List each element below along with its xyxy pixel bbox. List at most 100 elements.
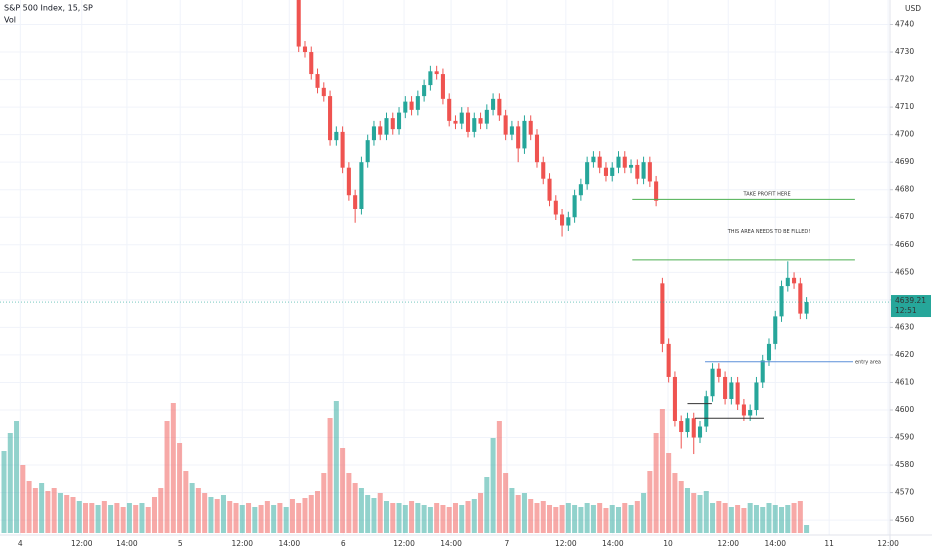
volume-bar xyxy=(647,471,653,533)
y-tick-label: 4720 xyxy=(895,75,914,84)
candle-body xyxy=(804,302,809,314)
volume-bar xyxy=(246,503,252,533)
currency: USD xyxy=(905,4,921,13)
volume-bar xyxy=(164,421,170,533)
volume-bar xyxy=(365,495,371,533)
volume-bar xyxy=(741,508,747,533)
volume-bar xyxy=(521,493,527,533)
candle-body xyxy=(484,109,489,124)
candle-body xyxy=(491,98,496,110)
volume-bar xyxy=(653,433,659,533)
x-tick-label: 12:00 xyxy=(717,539,739,548)
volume-bar xyxy=(233,503,239,533)
volume-bar xyxy=(264,501,270,533)
candle-body xyxy=(685,418,690,433)
volume-bar xyxy=(396,503,402,533)
volume-bar xyxy=(415,503,421,533)
candle-body xyxy=(346,167,351,196)
candle-body xyxy=(716,368,721,377)
volume-bar xyxy=(797,501,803,533)
volume-bar xyxy=(57,493,63,533)
candle-body xyxy=(302,46,308,53)
volume-bar xyxy=(728,507,734,533)
candle-body xyxy=(497,98,502,116)
volume-bar xyxy=(597,503,603,533)
candle-body xyxy=(409,101,414,110)
y-tick-label: 4700 xyxy=(895,130,914,139)
volume-bar xyxy=(101,501,107,533)
volume-bar xyxy=(590,505,596,533)
volume-bar xyxy=(95,505,101,533)
candle-body xyxy=(647,162,652,182)
y-tick-label: 4610 xyxy=(895,377,914,386)
candle-body xyxy=(353,195,358,209)
x-tick-label: 12:00 xyxy=(393,539,415,548)
y-tick-label: 4690 xyxy=(895,157,914,166)
volume-bar xyxy=(158,488,164,533)
candle-body xyxy=(723,376,728,399)
candle-body xyxy=(672,376,677,422)
volume-bar xyxy=(177,443,183,533)
candle-body xyxy=(741,404,746,416)
volume-bar xyxy=(559,505,565,533)
volume-bar xyxy=(678,481,684,533)
candle-body xyxy=(434,71,439,75)
volume-bar xyxy=(691,493,697,533)
candle-body xyxy=(296,0,301,47)
volume-bar xyxy=(540,501,546,533)
candle-body xyxy=(528,120,533,135)
volume-bar xyxy=(578,507,584,533)
volume-bar xyxy=(133,505,139,533)
volume-bar xyxy=(804,525,810,533)
candle-body xyxy=(478,118,483,124)
volume-bar xyxy=(672,473,678,533)
candle-body xyxy=(597,156,602,168)
candle-body xyxy=(622,156,627,168)
candle-body xyxy=(610,167,615,176)
volume-bar xyxy=(684,488,690,533)
candle-body xyxy=(660,283,665,344)
volume-bar xyxy=(772,505,778,533)
candle-body xyxy=(309,52,314,75)
candle-body xyxy=(541,162,546,179)
candle-body xyxy=(403,101,408,113)
candle-body xyxy=(378,126,383,135)
candle-body xyxy=(792,277,797,284)
y-tick-label: 4660 xyxy=(895,240,914,249)
candle-body xyxy=(465,112,471,132)
volume-bar xyxy=(308,495,314,533)
volume-bar xyxy=(716,501,722,533)
volume-bar xyxy=(421,505,427,533)
candle-body xyxy=(315,74,320,88)
candle-body xyxy=(629,164,634,168)
volume-bar xyxy=(346,473,352,533)
x-tick-label: 12:00 xyxy=(231,539,253,548)
candle-body xyxy=(440,74,445,99)
volume-bar xyxy=(89,503,95,533)
volume-bar xyxy=(170,403,176,533)
candle-body xyxy=(666,343,671,377)
volume-bar xyxy=(377,493,383,533)
volume-bar xyxy=(202,493,208,533)
annotation: TAKE PROFIT HERE xyxy=(743,191,791,197)
volume-bar xyxy=(208,497,214,533)
volume-bar xyxy=(151,497,158,533)
candle-body xyxy=(616,156,621,168)
candle-body xyxy=(428,71,433,86)
candle-body xyxy=(641,162,646,179)
volume-bar xyxy=(509,488,515,533)
volume-bar xyxy=(183,471,189,533)
y-tick-label: 4630 xyxy=(895,322,914,331)
volume-bar xyxy=(7,433,13,533)
x-tick-label: 4 xyxy=(18,539,23,548)
volume-bar xyxy=(220,495,226,533)
y-tick-label: 4670 xyxy=(895,212,914,221)
candle-body xyxy=(697,426,703,438)
volume-bar xyxy=(697,495,703,533)
volume-bar xyxy=(452,503,458,533)
volume-layer xyxy=(1,401,810,533)
volume-bar xyxy=(390,503,396,533)
candle-body xyxy=(635,164,640,179)
volume-bar xyxy=(791,503,797,533)
axes: 4560457045804590460046104620463046404650… xyxy=(18,20,931,548)
